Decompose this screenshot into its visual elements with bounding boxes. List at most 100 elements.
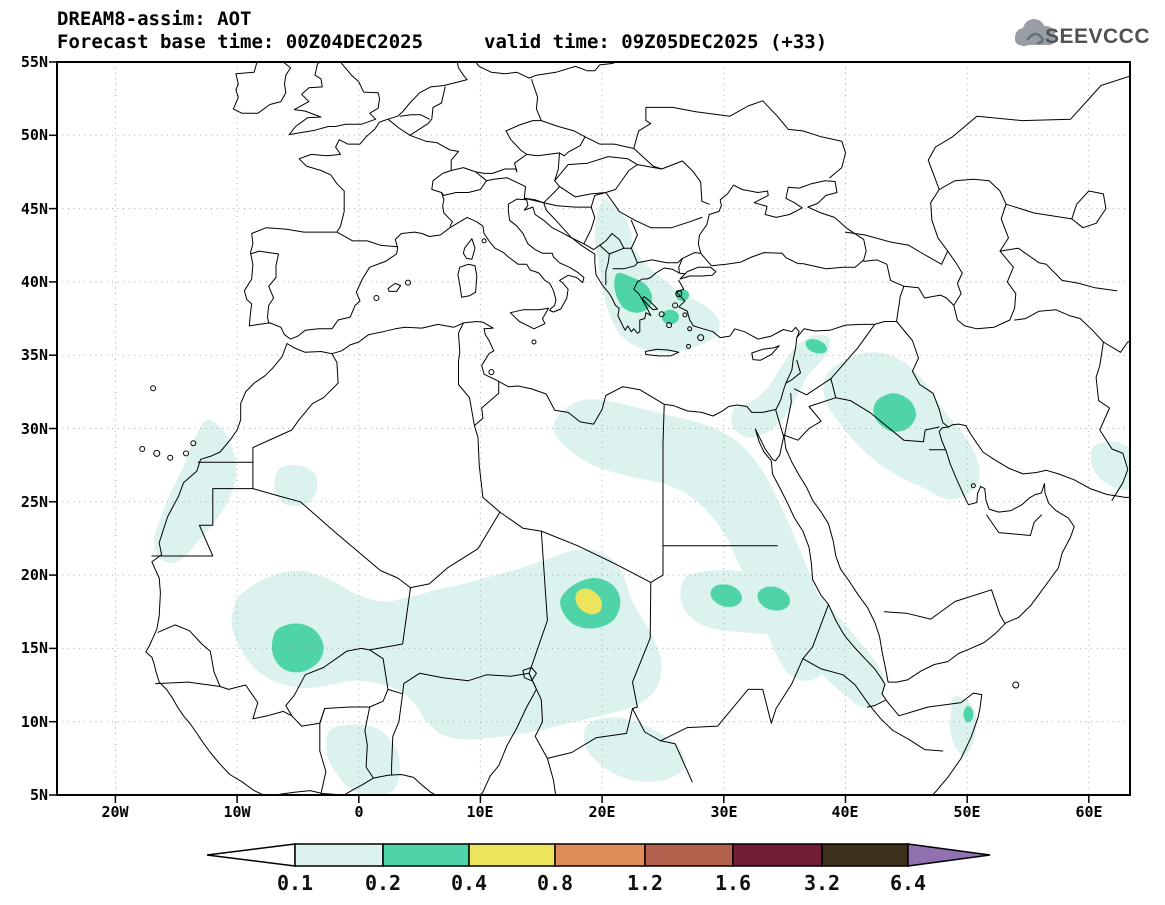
country-border-path — [783, 397, 837, 441]
country-border-path — [1095, 341, 1110, 431]
island-dot — [139, 446, 146, 452]
colorbar-label: 6.4 — [890, 871, 926, 895]
colorbar-seg-1.6 — [732, 843, 823, 867]
island-dot — [672, 302, 679, 309]
country-border-path — [336, 231, 399, 248]
island-dot — [531, 339, 537, 345]
aot-region — [274, 465, 318, 506]
country-border-path — [252, 488, 501, 589]
coastline-path — [507, 198, 686, 334]
aot-region — [583, 717, 686, 782]
lat-tick-label: 35N — [21, 346, 48, 364]
coastline-loop — [679, 266, 717, 280]
country-border-path — [441, 192, 453, 227]
country-border-path — [1099, 429, 1129, 501]
lat-tick-label: 55N — [21, 53, 48, 71]
coastline-path — [288, 62, 323, 136]
lon-tick-label: 30E — [710, 803, 737, 821]
country-border-path — [458, 322, 501, 513]
coastline-loop — [641, 296, 658, 311]
colorbar-seg-0.8 — [554, 843, 646, 867]
lat-tick-label: 50N — [21, 126, 48, 144]
aot-region — [680, 570, 808, 634]
coastline-loop — [509, 307, 550, 330]
aot-region — [949, 696, 978, 756]
country-border-path — [662, 404, 778, 547]
country-border-path — [523, 186, 560, 204]
lat-tick-label: 25N — [21, 493, 48, 511]
colorbar-seg-0.2 — [382, 843, 470, 867]
lon-tick-label: 20W — [101, 803, 129, 821]
lon-tick-label: 10W — [223, 803, 251, 821]
country-border-path — [612, 252, 702, 270]
island-dot — [153, 449, 161, 457]
lon-tick-label: 60E — [1075, 803, 1102, 821]
colorbar: 0.1 0.2 0.4 0.8 1.2 1.6 3.2 6.4 — [206, 843, 991, 895]
country-border-path — [479, 672, 537, 795]
country-border-path — [1014, 309, 1104, 343]
country-border-path — [543, 202, 596, 245]
coastline-path — [475, 62, 618, 79]
axis-ticks — [49, 61, 1090, 803]
country-border-path — [540, 120, 635, 149]
coastline-loop — [1071, 190, 1107, 229]
colorbar-label: 0.1 — [277, 871, 313, 895]
country-border-path — [197, 353, 339, 463]
country-border-path — [896, 321, 949, 428]
aot-region — [154, 419, 237, 564]
country-border-path — [505, 130, 586, 157]
aot-region — [710, 584, 742, 607]
island-dot — [682, 312, 688, 318]
lat-tick-label: 40N — [21, 273, 48, 291]
country-border-path — [324, 688, 389, 709]
lat-tick-label: 45N — [21, 200, 48, 218]
logo-text: SEEVCCC — [1045, 25, 1150, 48]
country-border-path — [784, 392, 792, 436]
country-border-path — [528, 530, 548, 674]
country-border-path — [630, 247, 638, 264]
aot-region — [271, 623, 324, 673]
country-border-path — [785, 359, 801, 384]
coastline-path — [754, 423, 1130, 683]
country-border-path — [793, 378, 924, 443]
country-border-path — [599, 244, 610, 286]
aot-region — [675, 289, 690, 301]
country-border-path — [866, 699, 886, 708]
country-border-path — [505, 79, 542, 132]
country-border-path — [883, 589, 1006, 624]
country-border-path — [796, 321, 898, 339]
aot-region — [731, 334, 831, 438]
lat-axis: 55N 50N 45N 40N 35N 30N 25N 20N 15N 10N … — [21, 53, 48, 804]
colorbar-label: 1.6 — [715, 871, 751, 895]
country-border-path — [802, 658, 944, 752]
coastline-path — [232, 62, 292, 114]
colorbar-seg-1.2 — [644, 843, 734, 867]
lat-tick-label: 15N — [21, 639, 48, 657]
aot-region — [757, 586, 790, 611]
coastline-loop — [522, 667, 537, 682]
colorbar-seg-3.2 — [821, 843, 909, 867]
island-dot — [190, 440, 197, 447]
coastline-path — [288, 62, 380, 136]
country-border-path — [387, 118, 459, 171]
island-dot — [488, 369, 495, 376]
aot-region — [789, 589, 885, 708]
aot-region — [575, 588, 603, 615]
country-border-path — [845, 231, 949, 265]
lat-tick-label: 20N — [21, 566, 48, 584]
country-border-path — [678, 257, 683, 274]
country-border-path — [770, 603, 829, 724]
country-border-path — [999, 247, 1118, 292]
colorbar-label: 0.4 — [451, 871, 487, 895]
plot-subtitle-base-time: Forecast base time: 00Z04DEC2025 — [57, 31, 423, 53]
country-border-path — [402, 672, 530, 695]
plot-subtitle-valid-time: valid time: 09Z05DEC2025 (+33) — [484, 31, 827, 53]
island-dot — [183, 450, 189, 457]
aot-region — [1090, 441, 1130, 490]
country-border-path — [391, 693, 404, 775]
country-border-path — [583, 219, 638, 251]
country-border-path — [660, 688, 772, 742]
island-dot — [970, 483, 976, 489]
country-border-path — [475, 153, 528, 174]
